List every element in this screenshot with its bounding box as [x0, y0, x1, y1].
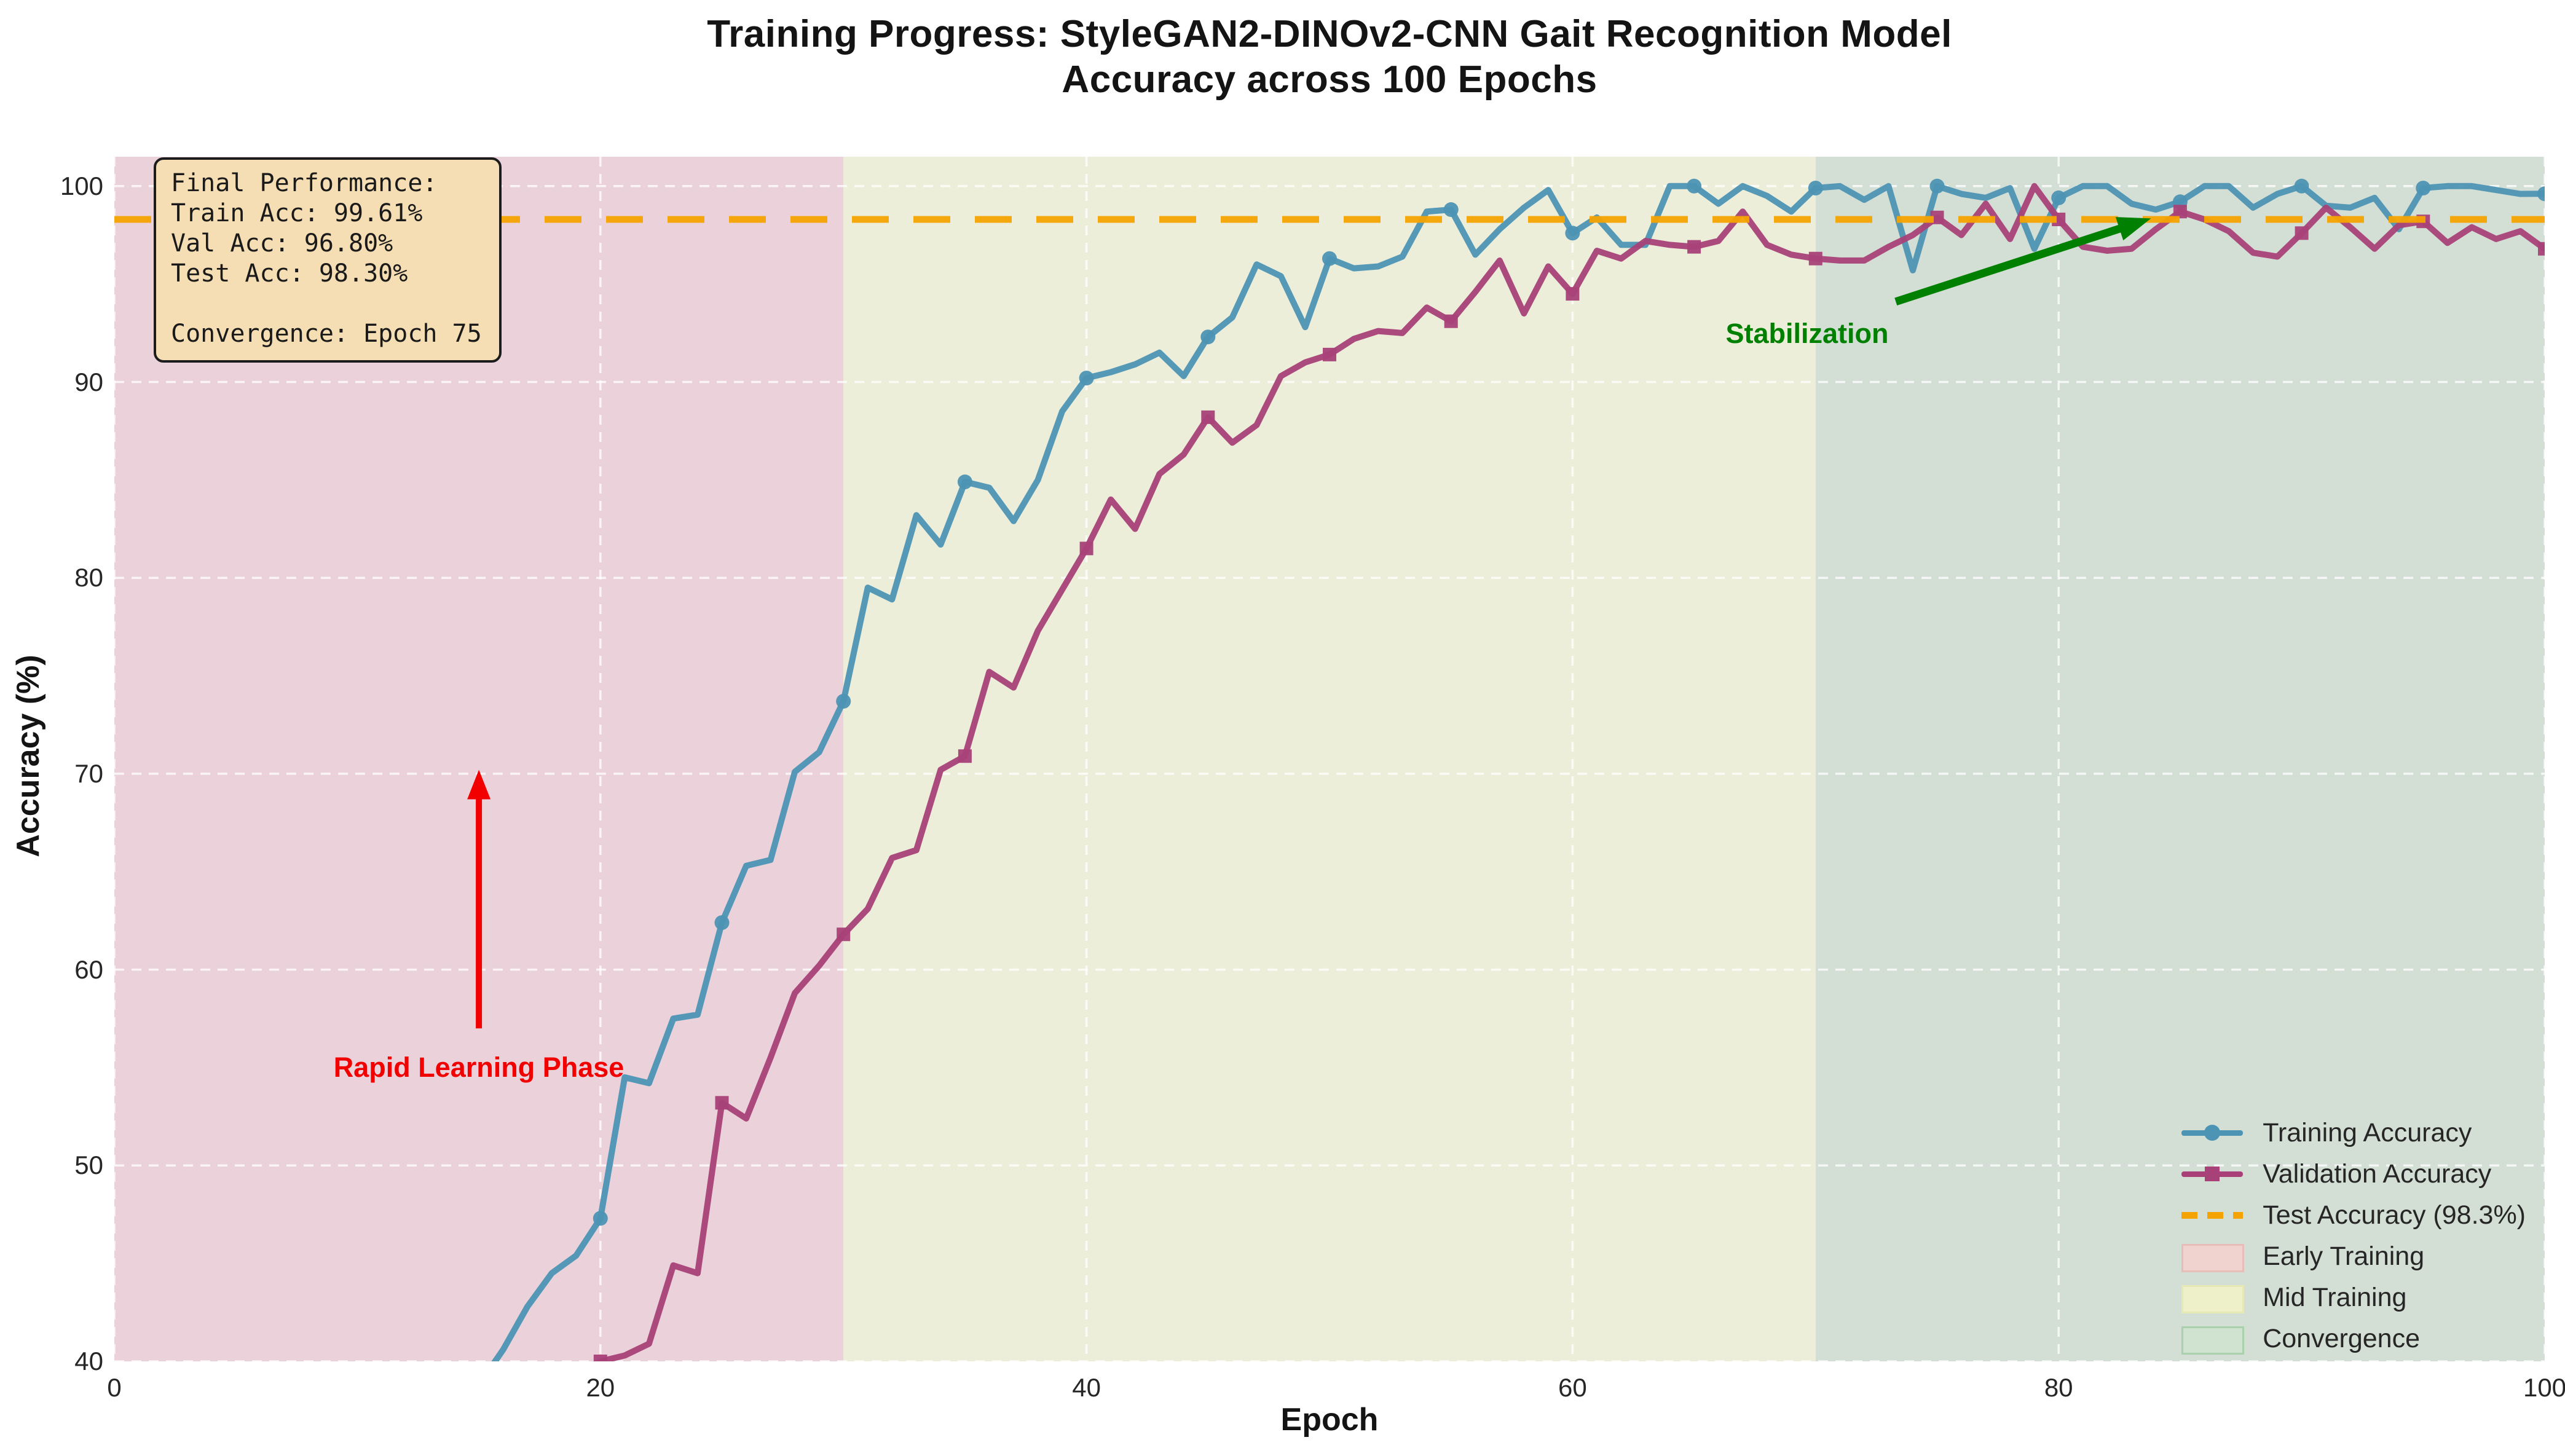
marker-train [2051, 190, 2067, 205]
marker-train [593, 1211, 608, 1226]
legend-item: Training Accuracy [2181, 1118, 2526, 1147]
marker-val [593, 1355, 607, 1361]
marker-train [1929, 178, 1945, 194]
legend-marker-icon [2204, 1125, 2221, 1141]
legend-item: Mid Training [2181, 1283, 2526, 1313]
final-performance-line: Train Acc: 99.61% [171, 199, 423, 227]
marker-val [1323, 347, 1336, 361]
legend-swatch [2181, 1119, 2244, 1147]
stabilization-arrow [1894, 222, 2128, 306]
legend-item: Convergence [2181, 1324, 2526, 1355]
rapid-learning-arrowhead [467, 769, 491, 800]
legend-item: Validation Accuracy [2181, 1159, 2526, 1189]
marker-train [1808, 180, 1823, 195]
x-tick-label: 0 [107, 1373, 122, 1402]
marker-train [2294, 178, 2309, 194]
marker-val [1808, 251, 1822, 266]
marker-val [1566, 287, 1580, 301]
y-tick-label: 100 [60, 171, 103, 200]
legend-marker-icon [2205, 1167, 2220, 1181]
y-tick-label: 40 [74, 1347, 103, 1375]
x-tick-label: 60 [1558, 1373, 1587, 1402]
final-performance-line: Val Acc: 96.80% [171, 229, 393, 258]
legend-swatch [2181, 1202, 2244, 1229]
legend-label: Test Accuracy (98.3%) [2263, 1200, 2526, 1230]
y-tick-label: 90 [74, 367, 103, 396]
marker-train [1443, 202, 1459, 218]
legend-dashed-line-icon [2181, 1212, 2244, 1219]
x-axis-label: Epoch [1280, 1402, 1379, 1438]
legend-item: Early Training [2181, 1242, 2526, 1272]
legend-patch-icon [2181, 1244, 2245, 1272]
legend-patch-icon [2181, 1285, 2245, 1313]
legend-swatch [2181, 1160, 2244, 1188]
legend-label: Convergence [2263, 1324, 2420, 1353]
chart-title-line2: Accuracy across 100 Epochs [1062, 58, 1598, 101]
marker-val [1201, 410, 1215, 424]
marker-val [1687, 240, 1701, 254]
final-performance-line: Convergence: Epoch 75 [171, 320, 482, 348]
marker-train [714, 915, 730, 931]
marker-train [836, 693, 851, 709]
marker-train [1565, 226, 1580, 241]
legend-patch-icon [2181, 1326, 2245, 1355]
marker-train [1322, 251, 1337, 266]
legend-label: Validation Accuracy [2263, 1159, 2492, 1189]
phase-region-mid-training [843, 157, 1816, 1361]
marker-val [837, 927, 851, 942]
rapid-learning-phase-label: Rapid Learning Phase [333, 1052, 625, 1083]
y-tick-label: 60 [74, 954, 103, 984]
legend-label: Mid Training [2263, 1283, 2407, 1312]
x-tick-label: 20 [586, 1373, 615, 1402]
x-tick-label: 80 [2044, 1373, 2073, 1402]
marker-val [715, 1096, 729, 1110]
x-tick-label: 40 [1072, 1373, 1101, 1402]
marker-val [2295, 226, 2309, 240]
marker-val [2538, 242, 2545, 256]
y-axis-label: Accuracy (%) [10, 655, 46, 857]
marker-val [958, 749, 972, 763]
marker-train [1079, 371, 1094, 386]
marker-train [957, 474, 972, 490]
stabilization-label: Stabilization [1725, 318, 1889, 349]
marker-train [2537, 186, 2545, 202]
chart-title-line1: Training Progress: StyleGAN2-DINOv2-CNN … [707, 13, 1952, 55]
final-performance-box: Final Performance: Train Acc: 99.61% Val A… [154, 157, 502, 363]
legend-item: Test Accuracy (98.3%) [2181, 1200, 2526, 1230]
y-tick-label: 70 [74, 758, 103, 788]
marker-train [2416, 180, 2431, 195]
phase-region-convergence [1815, 157, 2545, 1361]
x-tick-label: 100 [2523, 1373, 2565, 1402]
marker-train [1200, 329, 1216, 345]
marker-val [2173, 205, 2187, 219]
final-performance-line: Final Performance: [171, 169, 438, 197]
legend: Training Accuracy Validation Accuracy Test… [2181, 1118, 2526, 1355]
legend-label: Training Accuracy [2263, 1118, 2472, 1147]
legend-swatch [2181, 1243, 2245, 1272]
marker-train [1687, 178, 1702, 194]
final-performance-line [171, 289, 482, 319]
stabilization-arrowhead [2115, 217, 2151, 241]
legend-label: Early Training [2263, 1242, 2425, 1271]
legend-swatch [2181, 1284, 2245, 1313]
marker-val [1079, 541, 1093, 556]
y-tick-label: 80 [74, 563, 103, 592]
y-tick-label: 50 [74, 1151, 103, 1180]
marker-val [1444, 314, 1458, 328]
final-performance-line: Test Acc: 98.30% [171, 259, 408, 288]
legend-swatch [2181, 1325, 2245, 1355]
